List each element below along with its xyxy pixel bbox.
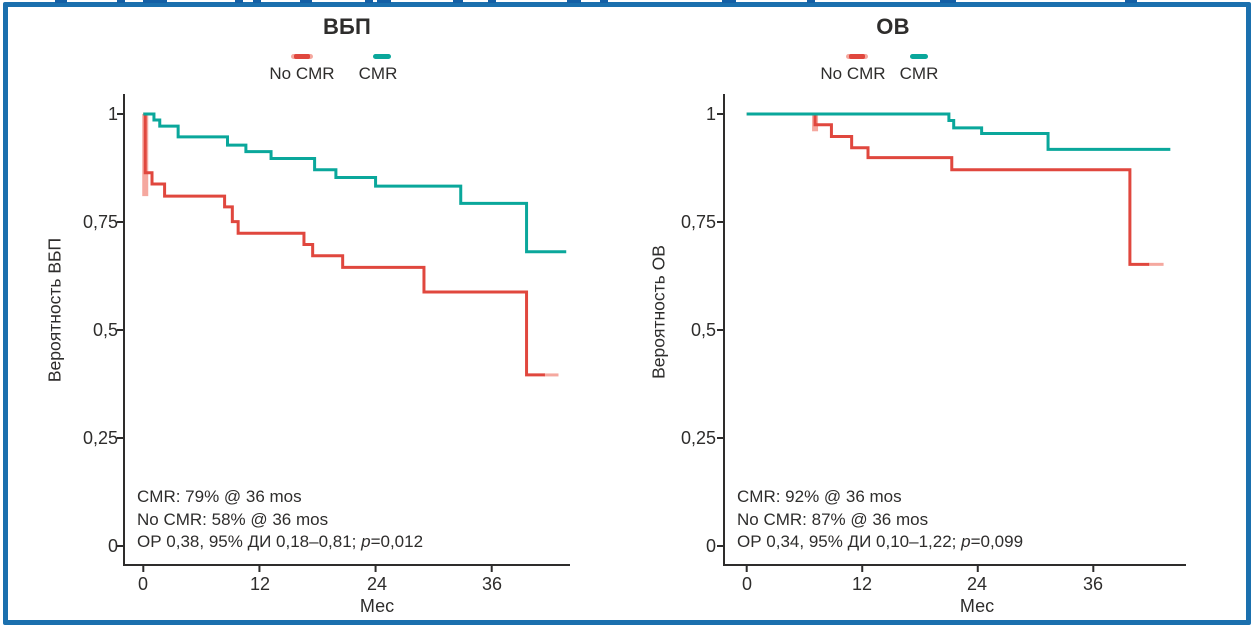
y-tick-label: 1 — [107, 104, 118, 124]
y-tick-label: 0 — [107, 536, 118, 556]
legend-label-no-cmr: No CMR — [269, 64, 335, 83]
annotation-line-no-cmr: No CMR: 58% @ 36 mos — [137, 509, 329, 529]
y-tick-label: 0,5 — [690, 320, 716, 340]
cropped-text-fragment — [117, 0, 125, 3]
x-tick-label: 36 — [481, 574, 503, 594]
chart-title-pfs: ВБП — [322, 14, 372, 39]
figure-border — [3, 2, 1251, 625]
x-tick-label: 24 — [966, 574, 988, 594]
annotation-line-stats: ОР 0,34, 95% ДИ 0,10–1,22; p=0,099 — [737, 532, 1024, 552]
legend-swatch-cmr — [373, 54, 391, 59]
annotation-pfs: CMR: 79% @ 36 mos No CMR: 58% @ 36 mos О… — [137, 486, 423, 554]
x-tick-label: 24 — [366, 574, 388, 594]
cropped-text-fragment — [235, 0, 243, 3]
y-axis-label-pfs: Вероятность ВБП — [44, 237, 65, 383]
annotation-line-no-cmr: No CMR: 87% @ 36 mos — [737, 509, 929, 529]
y-tick-label: 0,25 — [680, 428, 716, 448]
legend-swatch-no-cmr — [846, 54, 868, 59]
x-tick-label: 0 — [137, 574, 148, 594]
y-tick-label: 0,75 — [680, 212, 716, 232]
km-curve-cmr — [746, 112, 1171, 151]
x-tick-label: 12 — [249, 574, 271, 594]
y-tick-label: 0,25 — [82, 428, 118, 448]
cropped-text-fragment — [722, 0, 736, 3]
cropped-text-fragment — [567, 0, 581, 3]
cropped-text-fragment — [365, 0, 373, 3]
x-tick-label: 36 — [1082, 574, 1104, 594]
y-tick-label: 1 — [705, 104, 716, 124]
x-axis-label-pfs: Мес — [359, 596, 395, 616]
km-chart-pfs — [117, 94, 570, 572]
cropped-text-fragment — [377, 0, 391, 3]
legend-label-no-cmr: No CMR — [820, 64, 886, 83]
y-axis-label-os: Вероятность ОВ — [648, 245, 669, 379]
legend-label-cmr: CMR — [899, 64, 939, 83]
cropped-text-fragment — [453, 0, 463, 3]
chart-title-os: ОВ — [876, 14, 910, 39]
cropped-text-fragment — [600, 0, 608, 3]
cropped-text-fragment — [488, 0, 496, 3]
axis-spine — [723, 94, 1186, 566]
cropped-text-fragment — [55, 0, 67, 3]
km-curve-no-cmr — [143, 112, 545, 377]
legend-swatch-cmr — [910, 54, 928, 59]
y-tick-label: 0,75 — [82, 212, 118, 232]
y-tick-label: 0 — [705, 536, 716, 556]
cropped-text-fragment — [940, 0, 956, 3]
cropped-text-fragment — [807, 0, 815, 3]
legend-label-cmr: CMR — [358, 64, 398, 83]
annotation-os: CMR: 92% @ 36 mos No CMR: 87% @ 36 mos О… — [737, 486, 1023, 554]
x-tick-label: 0 — [741, 574, 752, 594]
km-curve-no-cmr — [746, 112, 1150, 266]
annotation-line-stats: ОР 0,38, 95% ДИ 0,18–0,81; p=0,012 — [137, 532, 424, 552]
y-tick-label: 0,5 — [92, 320, 118, 340]
legend-swatch-no-cmr — [291, 54, 313, 59]
km-curve-cmr — [143, 112, 567, 254]
cropped-text-fragment — [143, 0, 167, 3]
annotation-line-cmr: CMR: 92% @ 36 mos — [737, 487, 902, 506]
x-tick-label: 12 — [851, 574, 873, 594]
annotation-line-cmr: CMR: 79% @ 36 mos — [137, 487, 302, 506]
cropped-text-fragment — [300, 0, 312, 3]
x-axis-label-os: Мес — [959, 596, 995, 616]
axis-spine — [123, 94, 570, 566]
km-chart-os — [717, 94, 1186, 572]
cropped-text-fragment — [1125, 0, 1137, 3]
cropped-text-fragment — [253, 0, 261, 3]
